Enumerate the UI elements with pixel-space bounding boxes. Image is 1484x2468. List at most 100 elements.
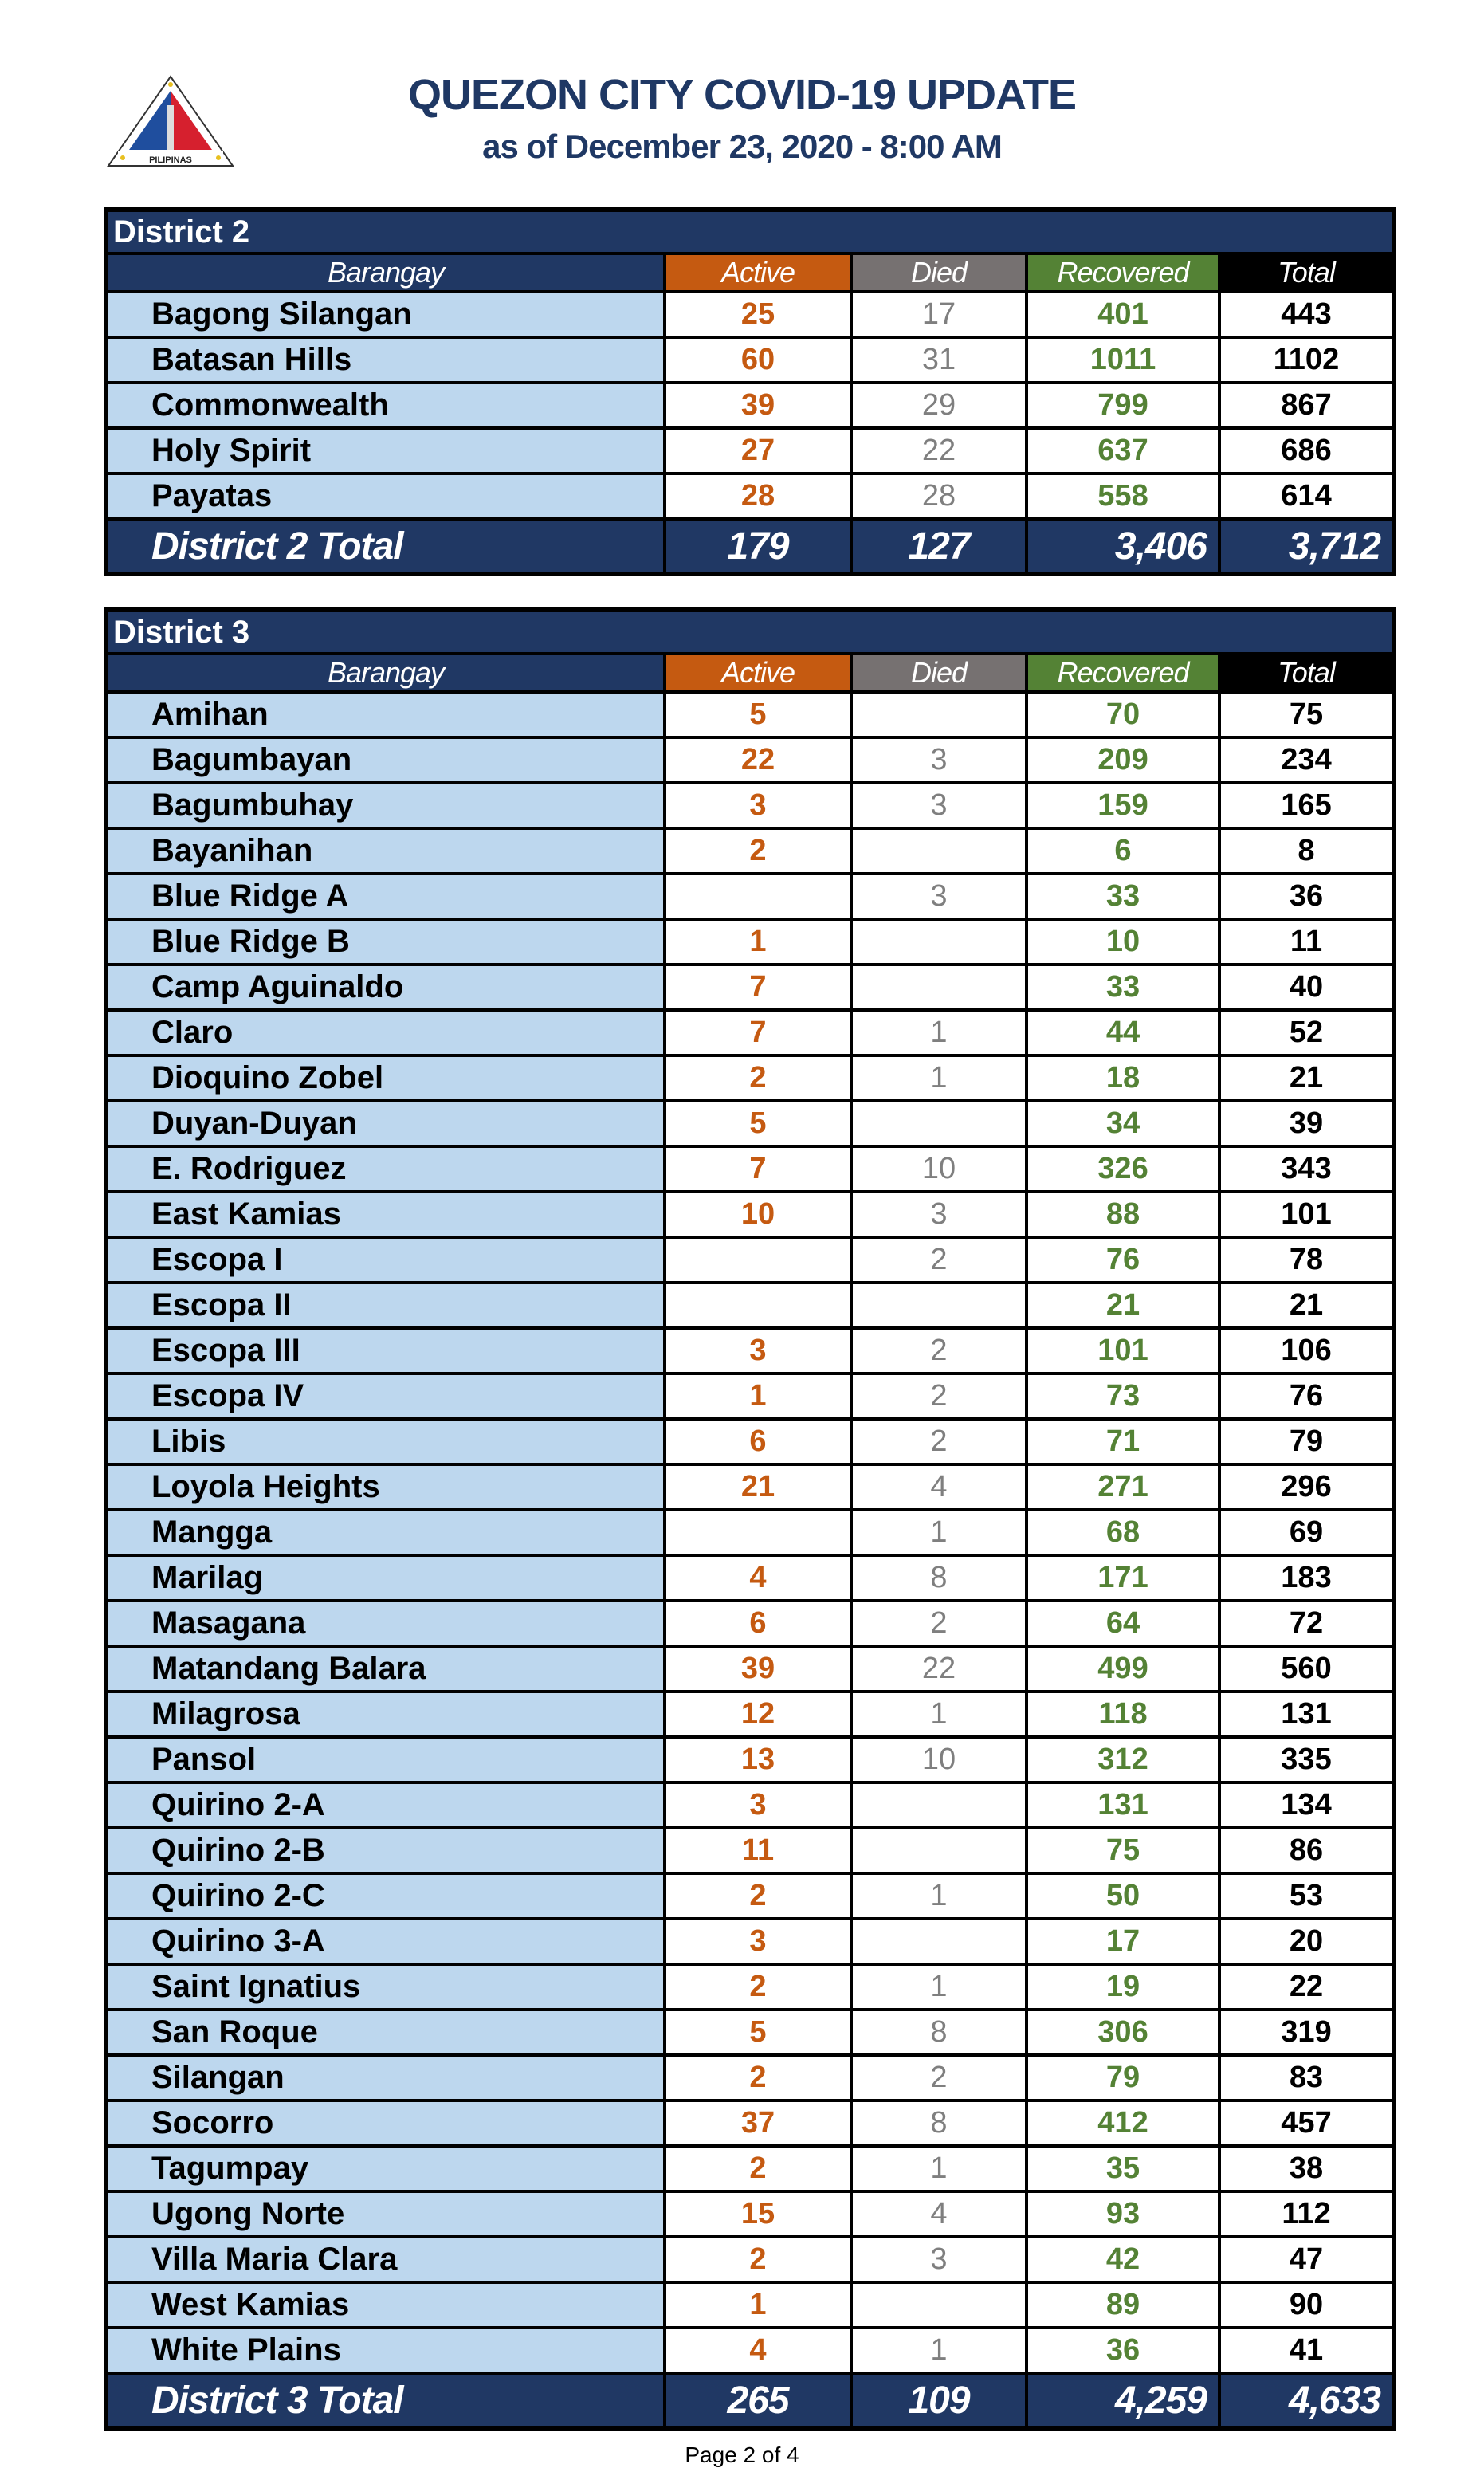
total-active: 179 [666, 521, 850, 572]
barangay-name: Escopa II [108, 1284, 663, 1326]
active-count: 1 [666, 921, 850, 963]
active-count: 2 [666, 2238, 850, 2281]
recovered-count: 33 [1028, 875, 1218, 918]
table-row: Loyola Heights 21 4 271 296 [108, 1466, 1392, 1508]
table-row: Bayanihan 2 6 8 [108, 830, 1392, 872]
active-count: 3 [666, 1784, 850, 1826]
died-count [853, 921, 1025, 963]
barangay-name: Amihan [108, 694, 663, 736]
active-count: 11 [666, 1829, 850, 1872]
column-header-total: Total [1221, 655, 1392, 690]
died-count: 22 [853, 1648, 1025, 1690]
page-title: QUEZON CITY COVID-19 UPDATE [407, 71, 1077, 119]
barangay-name: West Kamias [108, 2284, 663, 2326]
table-row: Blue Ridge A 3 33 36 [108, 875, 1392, 918]
table-row: Duyan-Duyan 5 34 39 [108, 1102, 1392, 1145]
died-count: 2 [853, 1330, 1025, 1372]
barangay-name: Villa Maria Clara [108, 2238, 663, 2281]
recovered-count: 18 [1028, 1057, 1218, 1099]
table-row: Dioquino Zobel 2 1 18 21 [108, 1057, 1392, 1099]
column-header-recovered: Recovered [1028, 655, 1218, 690]
table-row: E. Rodriguez 7 10 326 343 [108, 1148, 1392, 1190]
district-heading: District 3 [108, 612, 1392, 655]
district-total-row: District 2 Total 179 127 3,406 3,712 [108, 521, 1392, 572]
recovered-count: 71 [1028, 1421, 1218, 1463]
total-count: 38 [1221, 2148, 1392, 2190]
district-3-table: District 3 Barangay Active Died Recovered Tot… [104, 607, 1396, 2431]
barangay-name: East Kamias [108, 1193, 663, 1236]
active-count: 1 [666, 2284, 850, 2326]
died-count: 10 [853, 1739, 1025, 1781]
table-row: Holy Spirit 27 22 637 686 [108, 430, 1392, 472]
table-row: San Roque 5 8 306 319 [108, 2011, 1392, 2053]
died-count: 28 [853, 475, 1025, 517]
died-count: 8 [853, 1557, 1025, 1599]
recovered-count: 306 [1028, 2011, 1218, 2053]
active-count: 5 [666, 1102, 850, 1145]
active-count: 2 [666, 2148, 850, 2190]
died-count [853, 1829, 1025, 1872]
table-row: Quirino 3-A 3 17 20 [108, 1920, 1392, 1963]
died-count: 2 [853, 1602, 1025, 1645]
total-total: 3,712 [1221, 521, 1392, 572]
total-died: 127 [853, 521, 1025, 572]
district-total-row: District 3 Total 265 109 4,259 4,633 [108, 2375, 1392, 2426]
total-recovered: 4,259 [1028, 2375, 1218, 2426]
recovered-count: 412 [1028, 2102, 1218, 2144]
total-count: 165 [1221, 784, 1392, 827]
recovered-count: 75 [1028, 1829, 1218, 1872]
recovered-count: 64 [1028, 1602, 1218, 1645]
died-count [853, 694, 1025, 736]
barangay-name: Escopa III [108, 1330, 663, 1372]
barangay-name: Blue Ridge B [108, 921, 663, 963]
recovered-count: 19 [1028, 1966, 1218, 2008]
column-header-recovered: Recovered [1028, 255, 1218, 290]
table-row: Ugong Norte 15 4 93 112 [108, 2193, 1392, 2235]
barangay-name: Mangga [108, 1511, 663, 1554]
total-count: 39 [1221, 1102, 1392, 1145]
table-row: Escopa III 3 2 101 106 [108, 1330, 1392, 1372]
recovered-count: 76 [1028, 1239, 1218, 1281]
barangay-name: Ugong Norte [108, 2193, 663, 2235]
active-count: 60 [666, 339, 850, 381]
barangay-name: Quirino 3-A [108, 1920, 663, 1963]
barangay-name: Milagrosa [108, 1693, 663, 1735]
died-count: 3 [853, 1193, 1025, 1236]
total-active: 265 [666, 2375, 850, 2426]
recovered-count: 17 [1028, 1920, 1218, 1963]
recovered-count: 88 [1028, 1193, 1218, 1236]
active-count: 27 [666, 430, 850, 472]
page-subtitle: as of December 23, 2020 - 8:00 AM [482, 128, 1003, 165]
district-heading: District 2 [108, 212, 1392, 255]
total-count: 21 [1221, 1057, 1392, 1099]
total-count: 686 [1221, 430, 1392, 472]
page-number: Page 2 of 4 [685, 2442, 799, 2467]
died-count: 10 [853, 1148, 1025, 1190]
active-count: 15 [666, 2193, 850, 2235]
active-count: 3 [666, 1330, 850, 1372]
table-row: Quirino 2-C 2 1 50 53 [108, 1875, 1392, 1917]
active-count [666, 1284, 850, 1326]
total-count: 335 [1221, 1739, 1392, 1781]
barangay-name: White Plains [108, 2329, 663, 2372]
died-count: 2 [853, 1375, 1025, 1417]
active-count: 5 [666, 2011, 850, 2053]
barangay-name: Batasan Hills [108, 339, 663, 381]
recovered-count: 21 [1028, 1284, 1218, 1326]
recovered-count: 89 [1028, 2284, 1218, 2326]
died-count: 1 [853, 1511, 1025, 1554]
total-count: 101 [1221, 1193, 1392, 1236]
active-count: 3 [666, 784, 850, 827]
recovered-count: 10 [1028, 921, 1218, 963]
died-count: 31 [853, 339, 1025, 381]
total-count: 86 [1221, 1829, 1392, 1872]
active-count: 39 [666, 1648, 850, 1690]
died-count: 4 [853, 2193, 1025, 2235]
barangay-name: Escopa IV [108, 1375, 663, 1417]
total-count: 8 [1221, 830, 1392, 872]
total-count: 234 [1221, 739, 1392, 781]
barangay-name: Commonwealth [108, 384, 663, 426]
died-count [853, 830, 1025, 872]
table-row: Bagumbayan 22 3 209 234 [108, 739, 1392, 781]
quezon-city-seal-logo: PILIPINAS [105, 73, 236, 169]
